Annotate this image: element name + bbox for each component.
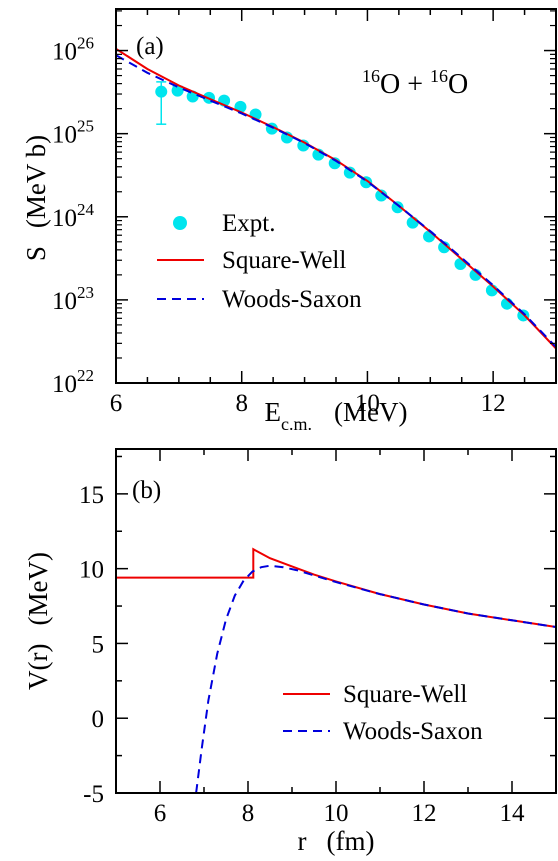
x-tick-label: 8	[242, 800, 255, 827]
reaction-mass-1: 16	[362, 66, 380, 86]
panel-b-ticks: 6 8 10 12 14 -5 0 5 10 15	[79, 449, 557, 827]
square-well-curve-b	[116, 547, 556, 628]
y-tick-label: 15	[79, 482, 104, 509]
panel-a-xlabel-sub: c.m.	[281, 414, 312, 434]
x-tick-label: 12	[412, 800, 437, 827]
reaction-label: 16O + 16O	[362, 66, 468, 100]
panel-a-ylabel-main: S	[21, 246, 51, 261]
panel-b-ylabel: V(r) (MeV)	[23, 552, 53, 690]
panel-a-legend: Expt. Square-Well Woods-Saxon	[157, 210, 362, 313]
legend-expt-marker	[173, 216, 187, 230]
panel-b-xlabel: r (fm)	[298, 826, 375, 856]
panel-b-ylabel-main: V(r)	[23, 644, 53, 690]
expt-point	[343, 166, 356, 179]
x-tick-label: 12	[481, 390, 506, 417]
y-tick-label: 1025	[52, 117, 94, 149]
panel-a-xlabel: Ec.m. (MeV)	[265, 397, 408, 434]
y-tick-base: 10	[52, 122, 77, 149]
panel-a-xlabel-unit: (MeV)	[334, 397, 407, 427]
x-tick-label: 6	[110, 390, 123, 417]
panel-b-marks	[116, 547, 556, 793]
y-tick-label: 10	[79, 557, 104, 584]
y-tick-exponent: 26	[77, 34, 94, 53]
x-tick-label: 10	[355, 390, 380, 417]
expt-point	[391, 201, 404, 214]
x-tick-label: 8	[235, 390, 248, 417]
legend-b-square-well-label: Square-Well	[343, 681, 467, 708]
y-tick-label: 5	[92, 631, 105, 658]
y-tick-label: 0	[92, 706, 105, 733]
y-tick-base: 10	[52, 371, 77, 398]
y-tick-exponent: 24	[77, 200, 95, 219]
reaction-mass-2: 16	[430, 66, 448, 86]
woods-saxon-curve-a	[116, 54, 556, 348]
panel-a-ylabel-unit: (MeV b)	[21, 135, 51, 228]
panel-b-xlabel-main: r	[298, 826, 307, 856]
panel-b: 6 8 10 12 14 -5 0 5 10 15 (b) Square-Well Woods-S…	[23, 448, 557, 856]
y-tick-exponent: 23	[77, 283, 94, 302]
reaction-nucleus-2: O	[448, 69, 468, 100]
y-tick-base: 10	[52, 288, 77, 315]
y-tick-exponent: 25	[77, 117, 94, 136]
panel-a-label: (a)	[136, 33, 164, 60]
x-tick-label: 6	[154, 800, 167, 827]
legend-b-woods-saxon-label: Woods-Saxon	[343, 718, 483, 745]
x-tick-label: 10	[324, 800, 349, 827]
x-tick-label: 14	[500, 800, 526, 827]
y-tick-label: 1023	[52, 283, 94, 315]
panel-b-label: (b)	[132, 477, 161, 504]
y-tick-exponent: 22	[77, 366, 94, 385]
y-tick-label: -5	[83, 781, 104, 808]
expt-point	[423, 230, 436, 243]
expt-point	[375, 189, 388, 202]
panel-b-frame	[115, 448, 557, 794]
expt-point	[155, 85, 168, 98]
reaction-nucleus-1: O +	[380, 69, 430, 100]
panel-a-frame	[115, 8, 557, 384]
y-tick-label: 1024	[52, 200, 95, 232]
panel-b-xlabel-unit: (fm)	[327, 826, 375, 856]
y-tick-label: 1026	[52, 34, 94, 66]
y-tick-base: 10	[52, 39, 77, 66]
y-tick-base: 10	[52, 205, 77, 232]
panel-b-legend: Square-Well Woods-Saxon	[283, 681, 483, 745]
y-tick-label: 1022	[52, 366, 94, 398]
legend-woods-saxon-label: Woods-Saxon	[222, 286, 362, 313]
panel-b-ylabel-unit: (MeV)	[23, 552, 53, 625]
expt-point	[171, 84, 184, 97]
panel-a-xlabel-main: E	[265, 397, 282, 427]
panel-a-ylabel: S (MeV b)	[21, 135, 51, 261]
panel-a-marks	[116, 47, 556, 350]
legend-expt-label: Expt.	[222, 210, 275, 237]
legend-square-well-label: Square-Well	[222, 247, 346, 274]
woods-saxon-curve-b	[195, 564, 556, 793]
